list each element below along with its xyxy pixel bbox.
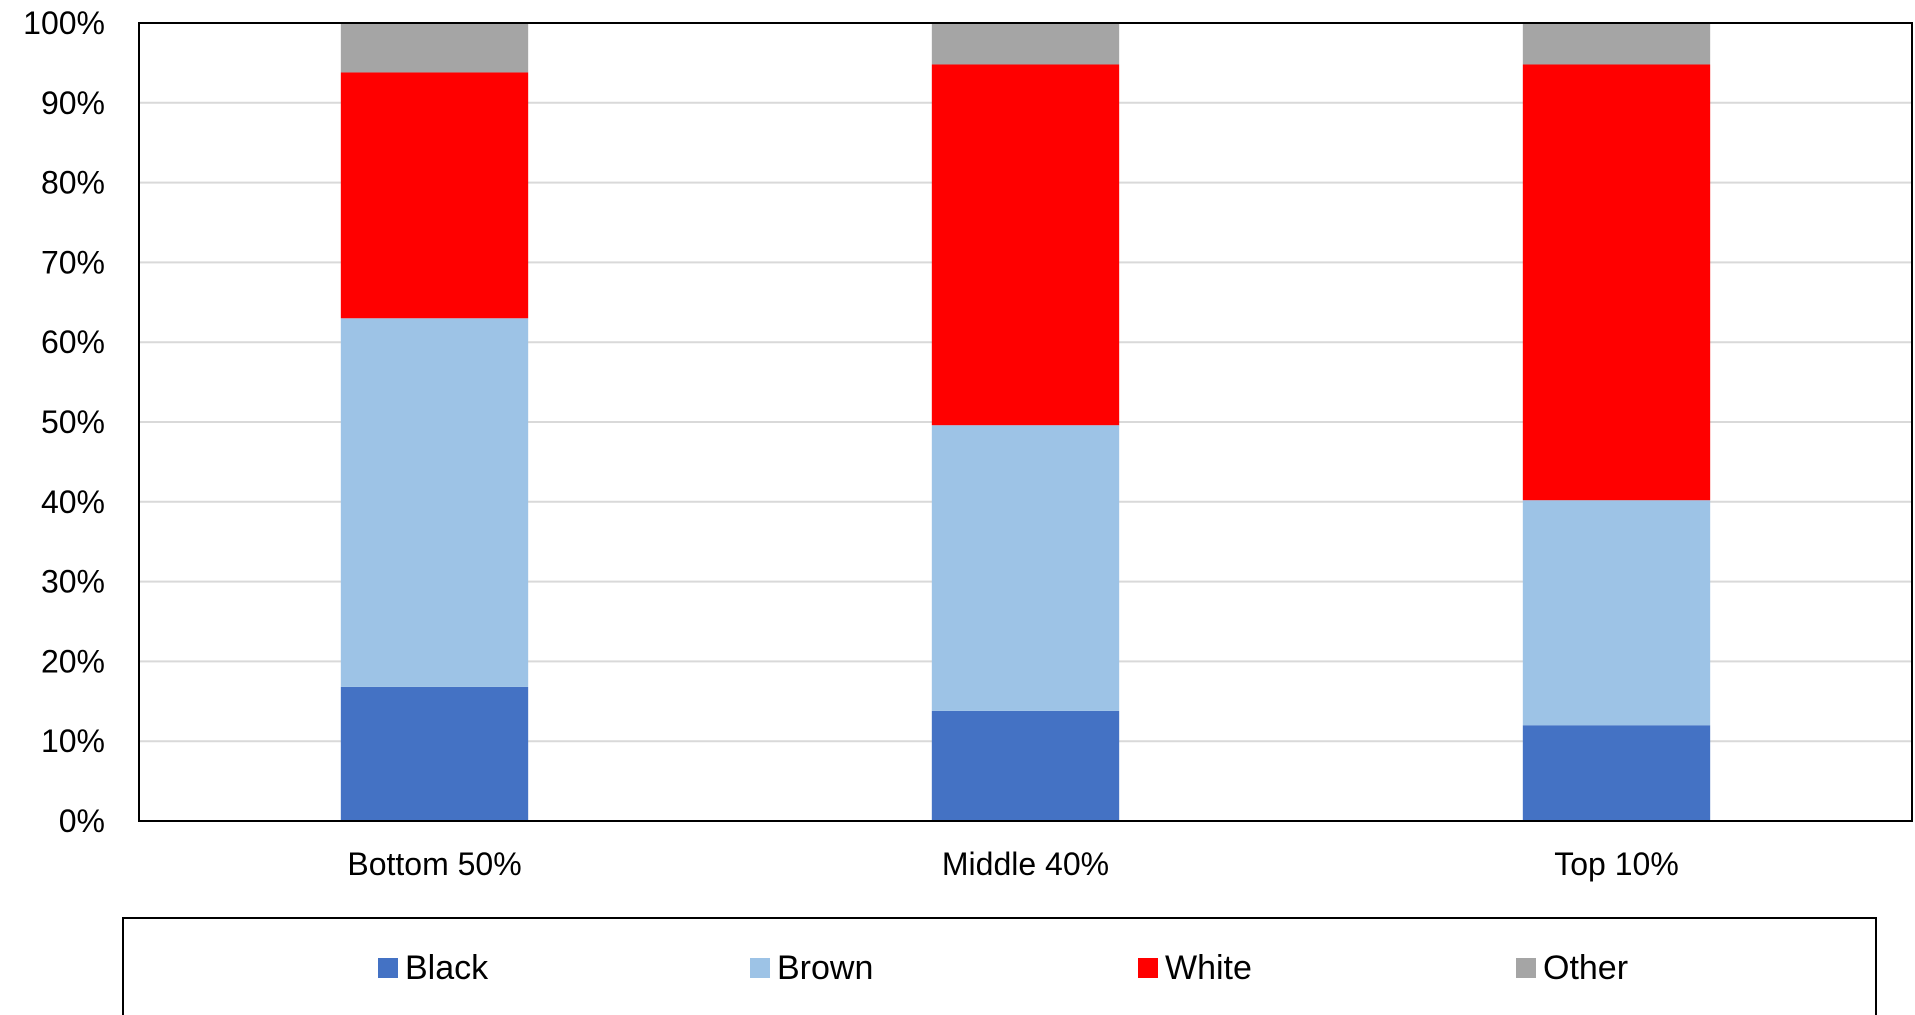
y-tick-label: 40% [41,484,105,520]
legend-label-black: Black [405,949,489,987]
y-tick-label: 80% [41,165,105,201]
x-axis-tick-labels: Bottom 50% Middle 40% Top 10% [347,846,1678,882]
bars [340,23,1711,821]
legend-label-brown: Brown [777,949,873,987]
bar-segment-white [1522,64,1711,501]
y-tick-label: 20% [41,643,105,679]
y-tick-label: 30% [41,564,105,600]
bar-segment-black [931,710,1120,821]
x-tick-label: Top 10% [1554,846,1679,882]
y-tick-label: 10% [41,723,105,759]
y-tick-label: 50% [41,404,105,440]
legend: Black Brown White Other [122,917,1877,1015]
bar-segment-other [340,23,529,73]
bar-segment-black [340,686,529,821]
legend-label-white: White [1165,949,1252,987]
y-tick-label: 100% [23,5,105,41]
bar-segment-brown [340,318,529,687]
x-tick-label: Bottom 50% [347,846,521,882]
y-tick-label: 60% [41,324,105,360]
y-tick-label: 70% [41,244,105,280]
bar-segment-other [931,23,1120,65]
bar-segment-brown [1522,500,1711,726]
bar-segment-white [931,64,1120,426]
legend-swatch-brown [750,958,770,978]
legend-swatch-other [1516,958,1536,978]
plot-area-frame [138,22,1913,822]
bar-segment-other [1522,23,1711,65]
x-tick-label: Middle 40% [942,846,1109,882]
y-tick-label: 90% [41,85,105,121]
legend-label-other: Other [1543,949,1628,987]
bar-segment-brown [931,425,1120,711]
bar-segment-white [340,72,529,319]
y-axis-tick-labels: 0% 10% 20% 30% 40% 50% 60% 70% 80% 90% 100% [23,5,105,839]
y-tick-label: 0% [59,803,105,839]
bar-segment-black [1522,725,1711,821]
legend-swatch-black [378,958,398,978]
legend-box [122,917,1877,1015]
legend-swatch-white [1138,958,1158,978]
